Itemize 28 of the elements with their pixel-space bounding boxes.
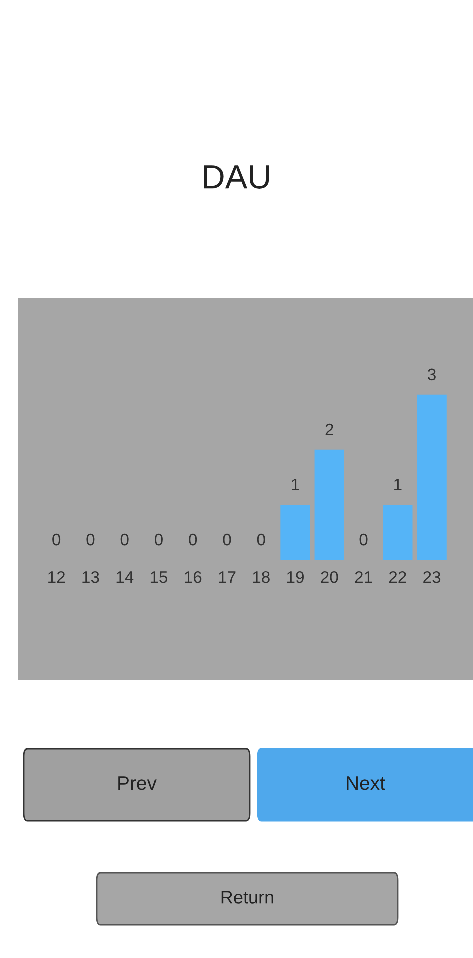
x-tick-label: 22 bbox=[389, 571, 406, 584]
x-tick-label: 14 bbox=[116, 572, 134, 584]
data-label: 1 bbox=[394, 479, 402, 490]
chart-title: DAU bbox=[204, 166, 270, 189]
text: Return bbox=[222, 891, 274, 904]
x-tick-label: 12 bbox=[48, 571, 66, 584]
text: Prev bbox=[118, 776, 157, 790]
data-label: 1 bbox=[292, 479, 300, 490]
data-label: 0 bbox=[223, 534, 232, 546]
x-tick-label: 16 bbox=[185, 571, 202, 584]
data-label: 0 bbox=[154, 534, 163, 546]
data-label: 0 bbox=[257, 534, 266, 546]
data-label: 0 bbox=[120, 534, 129, 546]
data-label: 0 bbox=[86, 534, 95, 546]
data-label: 0 bbox=[189, 534, 198, 546]
x-tick-label: 13 bbox=[82, 571, 100, 584]
x-tick-label: 20 bbox=[321, 571, 338, 584]
data-label: 0 bbox=[360, 534, 368, 546]
data-label: 0 bbox=[52, 534, 61, 546]
x-tick-label: 18 bbox=[253, 571, 270, 584]
data-label: 2 bbox=[326, 424, 334, 436]
text: Next bbox=[347, 776, 386, 790]
x-tick-label: 21 bbox=[355, 571, 372, 584]
x-tick-label: 23 bbox=[424, 571, 441, 584]
x-tick-label: 15 bbox=[150, 572, 168, 584]
x-tick-label: 19 bbox=[288, 571, 304, 584]
data-label: 3 bbox=[428, 368, 436, 381]
x-tick-label: 17 bbox=[219, 572, 236, 584]
